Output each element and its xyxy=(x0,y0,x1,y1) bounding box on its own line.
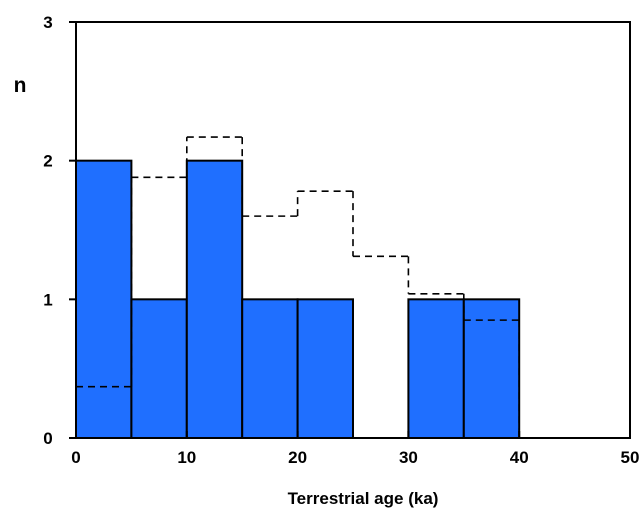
histogram-bar xyxy=(75,159,133,440)
histogram-bar xyxy=(407,298,465,440)
plot-frame xyxy=(75,21,631,439)
y-tick-label: 1 xyxy=(43,290,52,309)
filled-bars-layer xyxy=(75,159,521,440)
x-tick-label: 50 xyxy=(621,448,640,467)
x-tick-label: 20 xyxy=(288,448,307,467)
x-tick-label: 30 xyxy=(399,448,418,467)
x-axis-label: Terrestrial age (ka) xyxy=(288,489,439,508)
histogram-bar xyxy=(185,159,244,440)
y-tick-label: 2 xyxy=(43,152,52,171)
dashed-outline-layer xyxy=(76,136,521,438)
y-tick-label: 3 xyxy=(43,13,52,32)
x-tick-label: 40 xyxy=(510,448,529,467)
x-tick-label: 10 xyxy=(177,448,196,467)
histogram-bar xyxy=(130,298,188,440)
y-axis-label: n xyxy=(14,74,27,97)
histogram-bar xyxy=(241,298,299,440)
axis-ticks xyxy=(69,21,631,439)
tick-labels: 0 10 20 30 40 50 0 1 2 3 xyxy=(43,13,639,467)
histogram-bar xyxy=(296,298,355,440)
x-tick-label: 0 xyxy=(71,448,80,467)
y-tick-label: 0 xyxy=(43,429,52,448)
